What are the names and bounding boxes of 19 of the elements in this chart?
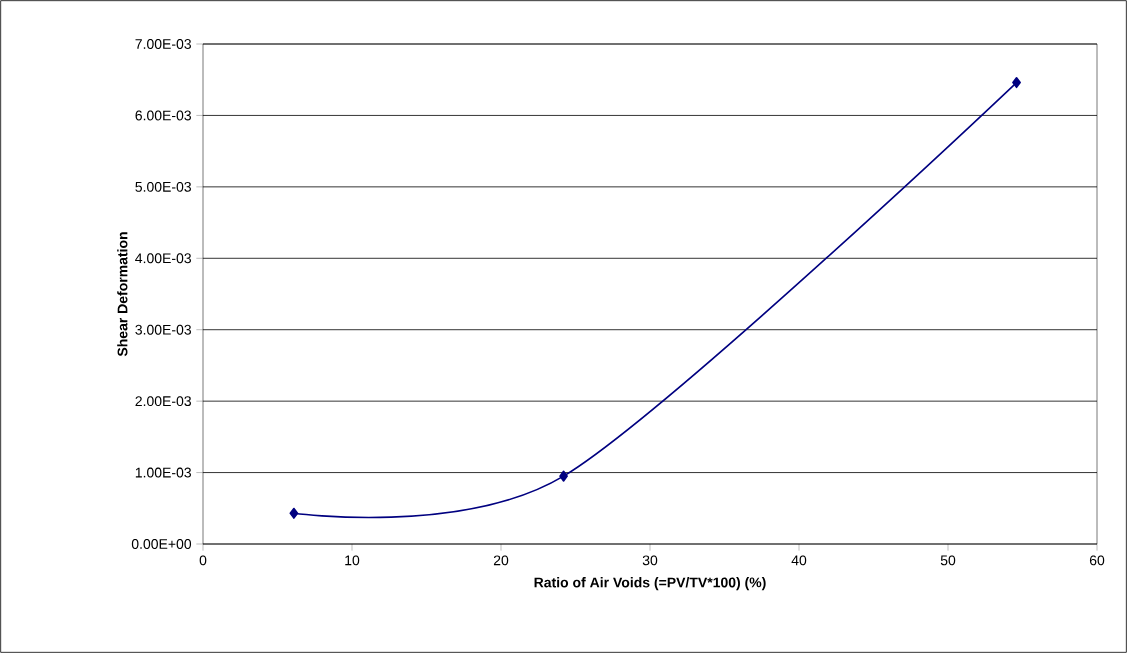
x-tick-label: 10 — [345, 555, 360, 566]
x-axis-title: Ratio of Air Voids (=PV/TV*100) (%) — [534, 577, 766, 591]
y-tick-label: 3.00E-03 — [135, 324, 191, 335]
y-tick-label: 2.00E-03 — [135, 396, 191, 407]
point — [289, 507, 299, 519]
point — [559, 470, 568, 482]
y-tick-label: 6.00E-03 — [135, 110, 191, 121]
y-tick-label: 5.00E-03 — [135, 181, 191, 192]
x-tick-label: 0 — [199, 555, 207, 566]
x-tick-label: 30 — [642, 555, 658, 566]
x-tick-label: 20 — [493, 555, 509, 566]
x-tick-label: 50 — [940, 555, 956, 566]
y-axis-title: Shear Deformation — [117, 232, 128, 357]
x-tick-label: 40 — [791, 555, 807, 566]
y-tick-label: 1.00E-03 — [135, 467, 191, 478]
y-tick-label: 0.00E+00 — [131, 539, 192, 549]
y-tick-label: 4.00E-03 — [135, 253, 191, 264]
x-tick-label: 60 — [1089, 555, 1105, 566]
y-tick-label: 7.00E-03 — [135, 39, 191, 49]
